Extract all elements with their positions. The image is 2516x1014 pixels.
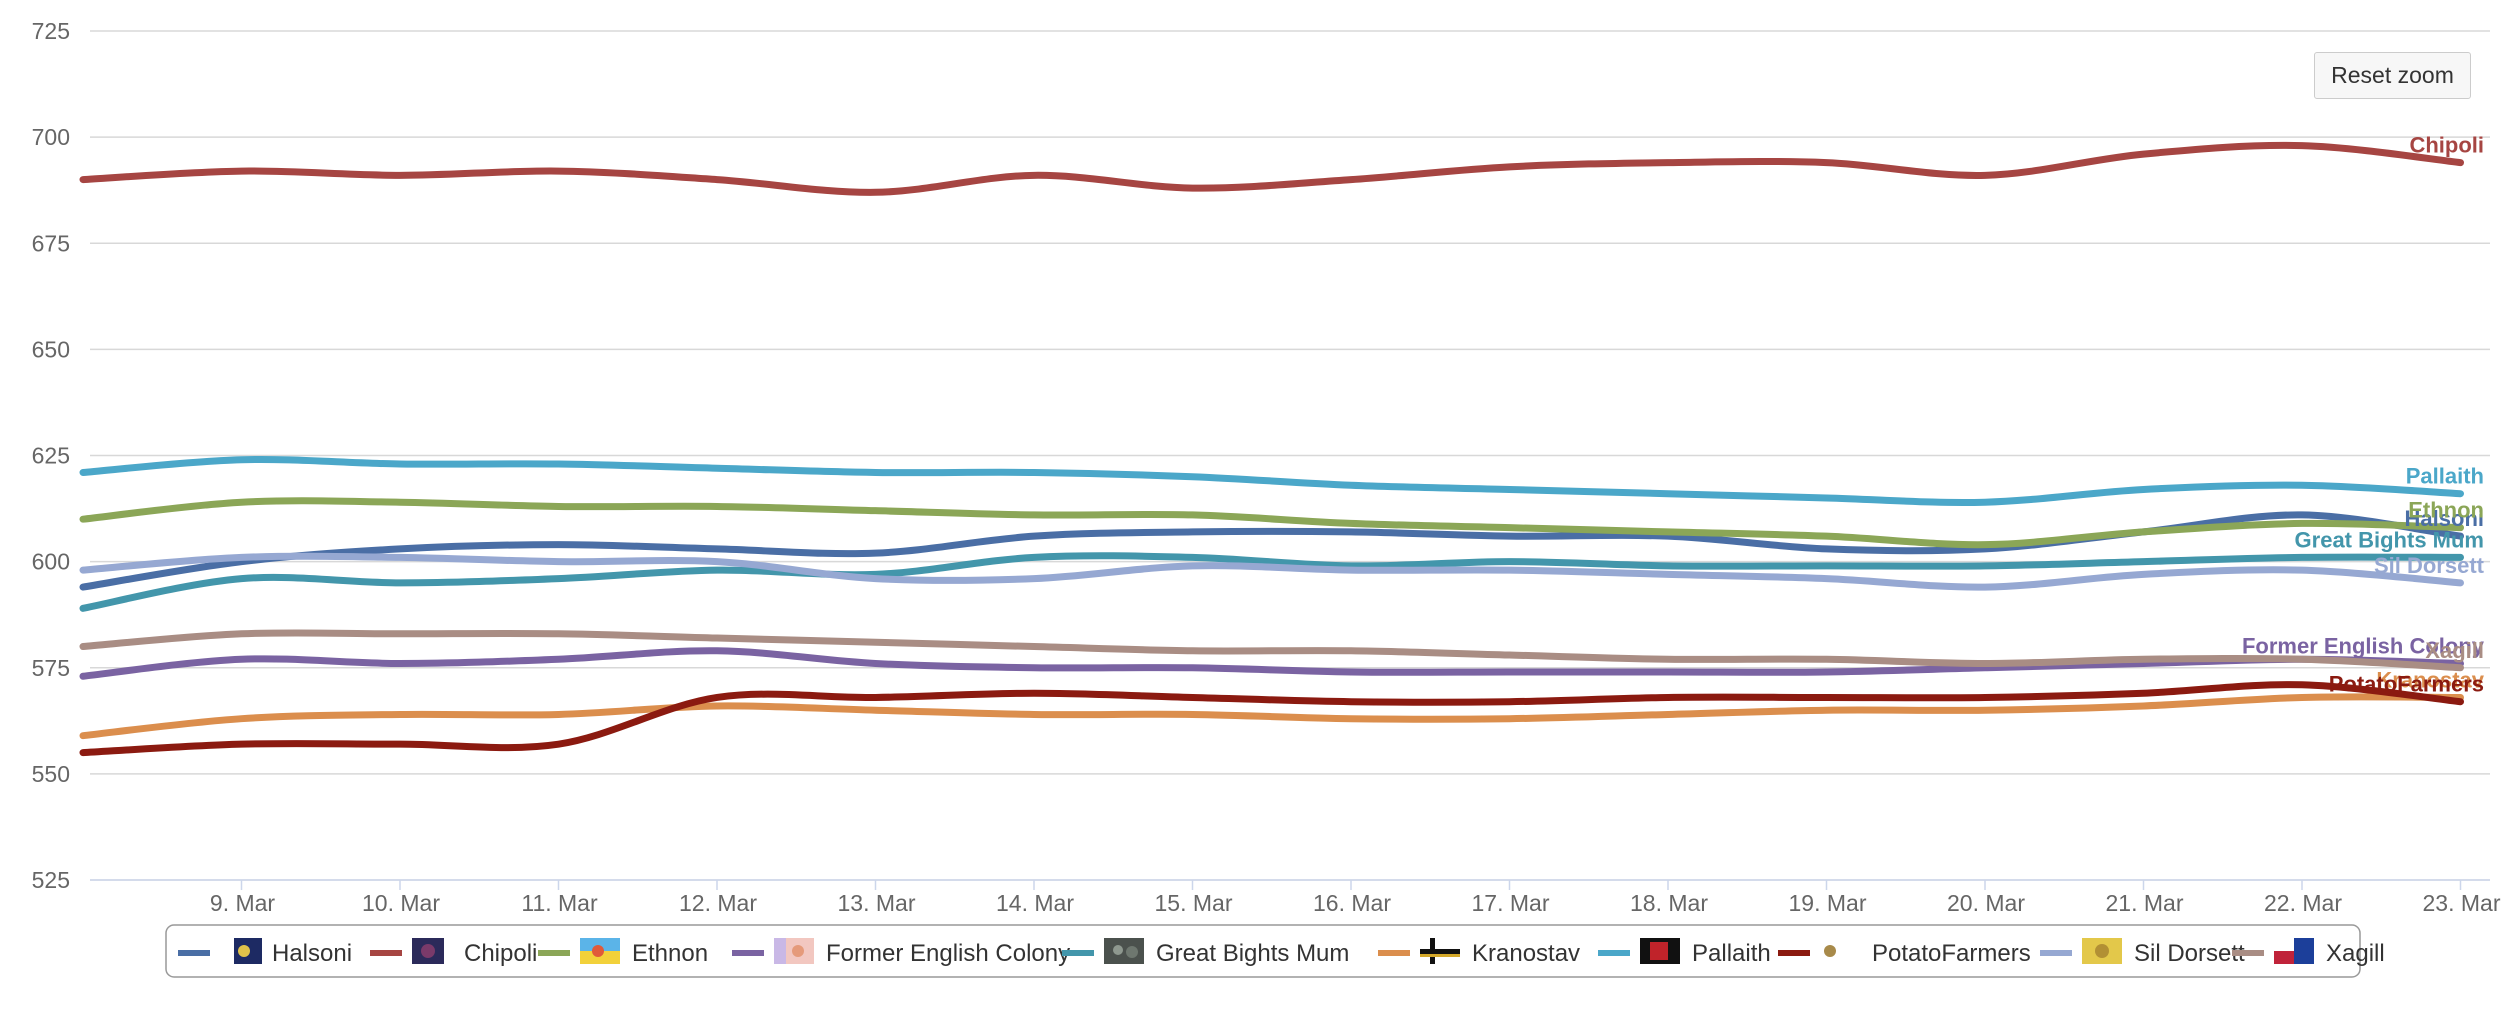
- xagill-flag-icon: [2274, 938, 2314, 964]
- x-tick-label: 20. Mar: [1947, 890, 2025, 916]
- legend-label: Chipoli: [464, 940, 537, 967]
- legend-label: Xagill: [2326, 940, 2385, 967]
- series-line-great-bights-mum[interactable]: [79, 552, 2464, 612]
- y-tick-label: 525: [32, 867, 70, 893]
- legend-label: Great Bights Mum: [1156, 940, 1349, 967]
- series-end-label-chipoli: Chipoli: [2409, 133, 2484, 158]
- y-tick-label: 650: [32, 336, 70, 362]
- x-tick-label: 21. Mar: [2106, 890, 2184, 916]
- legend-label: Sil Dorsett: [2134, 940, 2245, 967]
- legend-item-ethnon[interactable]: Ethnon: [538, 938, 708, 967]
- legend-label: Former English Colony: [826, 940, 1070, 967]
- legend-box: [165, 924, 2361, 978]
- y-tick-label: 675: [32, 230, 70, 256]
- x-tick-label: 16. Mar: [1313, 890, 1391, 916]
- x-tick-label: 9. Mar: [210, 890, 276, 916]
- legend: Halsoni Chipoli Ethnon Former English Colon…: [165, 924, 2385, 978]
- x-tick-label: 10. Mar: [362, 890, 440, 916]
- legend-item-halsoni[interactable]: Halsoni: [178, 938, 352, 967]
- legend-item-chipoli[interactable]: Chipoli: [370, 938, 537, 967]
- x-tick-label: 11. Mar: [521, 890, 598, 916]
- legend-item-potatofarmers[interactable]: PotatoFarmers: [1778, 940, 2031, 967]
- legend-label: Kranostav: [1472, 940, 1580, 967]
- series-end-label-ethnon: Ethnon: [2408, 498, 2484, 523]
- series-end-label-halsoni: Halsoni: [2405, 506, 2484, 531]
- legend-label: Ethnon: [632, 940, 708, 967]
- y-tick-label: 725: [32, 18, 70, 44]
- reset-zoom-button[interactable]: Reset zoom: [2314, 52, 2471, 99]
- series-end-label-sil-dorsett: Sil Dorsett: [2374, 553, 2485, 578]
- series-end-label-former-english-colony: Former English Colony: [2242, 634, 2485, 659]
- series-end-label-xagill: Xagill: [2425, 638, 2484, 663]
- x-tick-label: 17. Mar: [1472, 890, 1550, 916]
- x-tick-label: 12. Mar: [679, 890, 757, 916]
- y-tick-label: 550: [32, 761, 70, 787]
- y-tick-label: 600: [32, 549, 70, 575]
- x-tick-label: 14. Mar: [996, 890, 1074, 916]
- ethnon-flag-icon: [580, 938, 620, 964]
- pallaith-flag-icon: [1640, 938, 1680, 964]
- great-bights-mum-flag-icon: [1104, 938, 1144, 964]
- series-line-xagill[interactable]: [79, 629, 2464, 672]
- sil-dorsett-flag-icon: [2082, 938, 2122, 964]
- series-end-label-kranostav: Kranostav: [2376, 667, 2484, 692]
- chipoli-flag-icon: [412, 938, 444, 964]
- series-end-label-potatofarmers: PotatoFarmers: [2329, 672, 2484, 697]
- halsoni-flag-icon: [220, 938, 262, 964]
- legend-item-pallaith[interactable]: Pallaith: [1598, 938, 1771, 967]
- potatofarmers-flag-icon: [1824, 945, 1836, 957]
- series-end-label-great-bights-mum: Great Bights Mum: [2295, 527, 2484, 552]
- series-line-chipoli[interactable]: [79, 141, 2464, 196]
- series-line-kranostav[interactable]: [79, 693, 2464, 740]
- legend-label: Pallaith: [1692, 940, 1771, 967]
- x-tick-label: 19. Mar: [1789, 890, 1867, 916]
- legend-item-xagill[interactable]: Xagill: [2232, 938, 2385, 967]
- series-line-potatofarmers[interactable]: [79, 681, 2464, 757]
- legend-item-former-english-colony[interactable]: Former English Colony: [732, 938, 1070, 967]
- x-tick-label: 15. Mar: [1155, 890, 1233, 916]
- kranostav-flag-icon: [1420, 938, 1460, 964]
- series-lines: [79, 141, 2464, 757]
- y-tick-label: 575: [32, 655, 70, 681]
- legend-label: PotatoFarmers: [1872, 940, 2031, 967]
- x-tick-label: 22. Mar: [2264, 890, 2342, 916]
- y-tick-label: 625: [32, 443, 70, 469]
- y-tick-label: 700: [32, 124, 70, 150]
- former-english-colony-flag-icon: [774, 938, 814, 964]
- legend-item-sil-dorsett[interactable]: Sil Dorsett: [2040, 938, 2245, 967]
- legend-item-kranostav[interactable]: Kranostav: [1378, 938, 1580, 967]
- x-axis: 9. Mar 10. Mar 11. Mar 12. Mar 13. Mar 14. Ma…: [90, 879, 2501, 916]
- x-tick-label: 18. Mar: [1630, 890, 1708, 916]
- series-end-label-pallaith: Pallaith: [2406, 464, 2484, 489]
- series-line-ethnon[interactable]: [79, 497, 2464, 549]
- y-axis: 525 550 575 600 625 650 675 700 725: [32, 18, 70, 893]
- series-line-former-english-colony[interactable]: [79, 647, 2464, 680]
- x-tick-label: 23. Mar: [2423, 890, 2501, 916]
- series-line-pallaith[interactable]: [79, 456, 2464, 506]
- series-line-sil-dorsett[interactable]: [79, 552, 2464, 591]
- legend-item-great-bights-mum[interactable]: Great Bights Mum: [1062, 938, 1349, 967]
- series-end-labels: Halsoni Chipoli Ethnon Former English Colon…: [2242, 133, 2485, 697]
- x-tick-label: 13. Mar: [838, 890, 916, 916]
- legend-label: Halsoni: [272, 940, 352, 967]
